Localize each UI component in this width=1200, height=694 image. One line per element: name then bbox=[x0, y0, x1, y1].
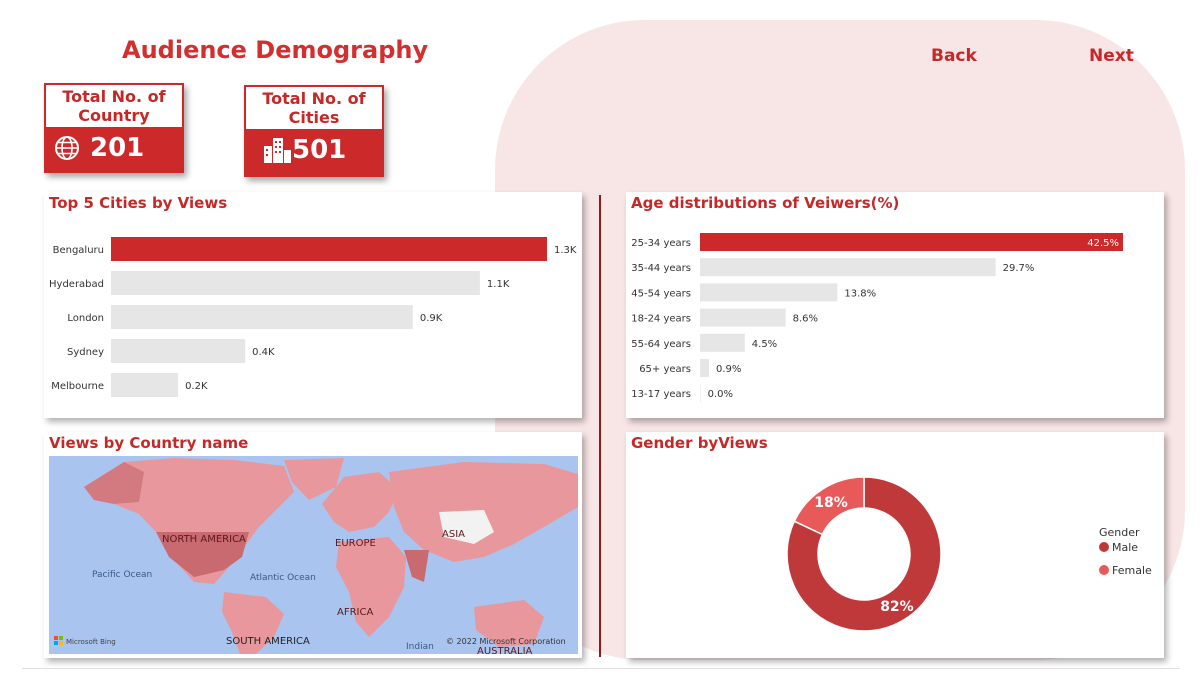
map-label-north-america: NORTH AMERICA bbox=[162, 534, 246, 545]
bar[interactable] bbox=[700, 233, 1123, 251]
buildings-icon bbox=[264, 138, 291, 163]
category-label: Hyderabad bbox=[49, 279, 104, 290]
bar[interactable] bbox=[111, 339, 246, 363]
world-map[interactable]: NORTH AMERICA EUROPE ASIA AFRICA SOUTH A… bbox=[44, 432, 582, 658]
data-label: 1.3K bbox=[554, 245, 577, 256]
map-copyright: © 2022 Microsoft Corporation bbox=[446, 637, 566, 646]
data-label: 0.2K bbox=[185, 381, 208, 392]
map-label-atlantic: Atlantic Ocean bbox=[250, 573, 316, 583]
bar[interactable] bbox=[700, 333, 745, 352]
category-label: 13-17 years bbox=[631, 389, 691, 400]
bar[interactable] bbox=[111, 237, 547, 261]
map-label-australia: AUSTRALIA bbox=[477, 646, 533, 657]
slice-label: 18% bbox=[814, 495, 848, 511]
map-region-south-america[interactable] bbox=[222, 592, 284, 654]
map-region-australia[interactable] bbox=[474, 600, 544, 647]
gender-donut-chart: 82% 18% Gender Male Female bbox=[786, 476, 1152, 632]
legend-swatch bbox=[1099, 542, 1109, 552]
slice-female[interactable] bbox=[793, 476, 865, 536]
slice-male[interactable] bbox=[786, 476, 942, 632]
category-label: Melbourne bbox=[51, 381, 104, 392]
page-title: Audience Demography bbox=[122, 36, 429, 64]
back-button[interactable]: Back bbox=[931, 46, 977, 66]
map-region-usa[interactable] bbox=[156, 532, 249, 577]
age-distribution-card: Age distributions of Veiwers(%) 25-34 ye… bbox=[626, 192, 1164, 418]
gender-card: Gender byViews 82% 18% Gender Male Female bbox=[626, 432, 1164, 658]
top-cities-chart: Bengaluru 1.3K Hyderabad 1.1K London 0.9K Sydn… bbox=[49, 237, 577, 397]
map-region-india[interactable] bbox=[404, 550, 429, 582]
bing-logo-icon bbox=[54, 636, 63, 645]
data-label: 42.5% bbox=[1087, 238, 1119, 249]
bar[interactable] bbox=[111, 373, 179, 397]
data-label: 4.5% bbox=[752, 339, 777, 350]
card-title: Age distributions of Veiwers(%) bbox=[631, 194, 900, 212]
kpi-label: Total No. of Cities bbox=[246, 87, 382, 129]
bar[interactable] bbox=[700, 359, 709, 377]
category-label: 45-54 years bbox=[631, 288, 691, 299]
map-region-greenland[interactable] bbox=[284, 458, 344, 500]
map-attribution: Microsoft Bing bbox=[66, 638, 116, 646]
kpi-total-countries: Total No. of Country 201 bbox=[44, 83, 184, 173]
map-region-alaska[interactable] bbox=[84, 462, 144, 504]
data-label: 13.8% bbox=[844, 288, 876, 299]
views-by-country-card: Views by Country name NORTH AMERICA EURO… bbox=[44, 432, 582, 658]
kpi-label: Total No. of Country bbox=[46, 85, 182, 127]
category-label: 55-64 years bbox=[631, 339, 691, 350]
category-label: 35-44 years bbox=[631, 263, 691, 274]
globe-icon bbox=[55, 136, 79, 160]
data-label: 1.1K bbox=[487, 279, 510, 290]
legend-swatch bbox=[1099, 565, 1109, 575]
kpi-value: 501 bbox=[292, 135, 347, 165]
map-label-indian: Indian bbox=[406, 642, 434, 652]
kpi-total-cities: Total No. of Cities 501 bbox=[244, 85, 384, 177]
card-title: Gender byViews bbox=[631, 434, 768, 452]
category-label: London bbox=[67, 313, 104, 324]
map-region-europe[interactable] bbox=[322, 472, 399, 532]
kpi-value: 201 bbox=[90, 133, 145, 163]
age-distribution-chart: 25-34 years 42.5% 35-44 years 29.7% 45-54 ye… bbox=[631, 233, 1123, 403]
data-label: 0.9K bbox=[420, 313, 443, 324]
bar[interactable] bbox=[700, 283, 838, 302]
card-title: Top 5 Cities by Views bbox=[49, 194, 228, 212]
legend-item[interactable]: Female bbox=[1112, 564, 1152, 577]
category-label: 65+ years bbox=[639, 364, 691, 375]
data-label: 8.6% bbox=[793, 314, 818, 325]
category-label: Sydney bbox=[67, 347, 104, 358]
top-cities-card: Top 5 Cities by Views Bengaluru 1.3K Hyder… bbox=[44, 192, 582, 418]
category-label: Bengaluru bbox=[53, 245, 104, 256]
map-label-pacific: Pacific Ocean bbox=[92, 570, 152, 580]
bar[interactable] bbox=[700, 258, 996, 277]
bar[interactable] bbox=[700, 308, 786, 327]
map-label-europe: EUROPE bbox=[335, 538, 376, 549]
bar[interactable] bbox=[111, 271, 480, 295]
map-label-pacific-text: Pacific Ocean bbox=[92, 570, 152, 580]
bar[interactable] bbox=[111, 305, 413, 329]
data-label: 29.7% bbox=[1003, 263, 1035, 274]
map-label-africa: AFRICA bbox=[337, 607, 373, 618]
map-label-south-america: SOUTH AMERICA bbox=[226, 636, 310, 647]
bar[interactable] bbox=[700, 384, 701, 403]
map-region-china[interactable] bbox=[439, 510, 494, 544]
map-label-asia: ASIA bbox=[442, 529, 465, 540]
legend-title: Gender bbox=[1099, 526, 1140, 539]
category-label: 18-24 years bbox=[631, 314, 691, 325]
bottom-divider bbox=[22, 668, 1180, 669]
map-region-africa[interactable] bbox=[336, 537, 406, 637]
divider bbox=[599, 195, 601, 657]
data-label: 0.9% bbox=[716, 364, 741, 375]
card-title: Views by Country name bbox=[49, 434, 249, 452]
slice-label: 82% bbox=[880, 599, 914, 615]
next-button[interactable]: Next bbox=[1089, 46, 1134, 66]
category-label: 25-34 years bbox=[631, 238, 691, 249]
data-label: 0.4K bbox=[252, 347, 275, 358]
data-label: 0.0% bbox=[708, 389, 733, 400]
legend-item[interactable]: Male bbox=[1112, 541, 1138, 554]
